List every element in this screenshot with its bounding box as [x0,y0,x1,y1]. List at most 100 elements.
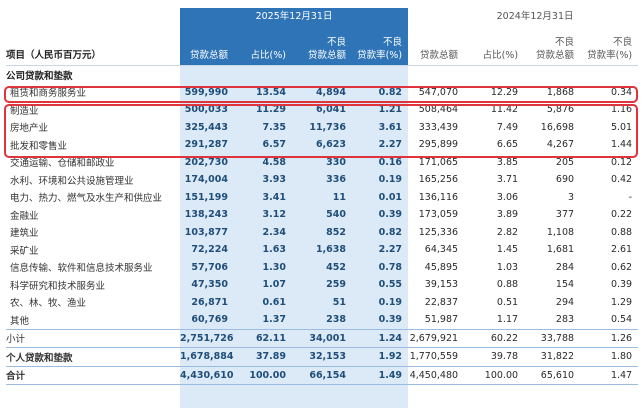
row-label: 租赁和商务服务业 [10,88,87,100]
row-label: 科学研究和技术服务业 [10,280,106,292]
item-column-header: 项目（人民币百万元） [6,50,102,61]
current-value-cell: 47,350 [191,279,228,291]
current-value-cell: 11 [332,191,346,203]
current-value-cell: 151,199 [184,191,228,203]
current-value-cell: 330 [326,156,346,168]
section-label-corporate: 公司贷款和垫款 [6,65,639,84]
row-label: 交通运输、仓储和邮政业 [10,158,115,170]
previous-value-cell: 45,895 [424,261,459,273]
current-value-cell: 0.61 [262,296,286,308]
current-value-cell: 34,001 [292,328,352,348]
current-value-cell: 1.37 [262,314,286,326]
col-header-total: 贷款总额 [189,50,228,61]
previous-value-cell: 165,256 [418,174,459,186]
current-value-cell: 2.27 [378,244,403,256]
current-value-cell: 11,736 [309,121,346,133]
previous-value-cell: 7.49 [496,121,519,133]
subtotal-row: 小计 2,751,726 62.11 34,001 1.24 2,679,921 60.22… [6,328,639,348]
previous-value-cell: 0.54 [610,314,633,326]
previous-value-cell: 5.01 [610,121,633,133]
previous-value-cell: 1.16 [610,104,633,116]
current-value-cell: 291,287 [184,139,228,151]
previous-value-cell: 1.44 [610,139,633,151]
current-value-cell: 325,443 [184,121,228,133]
previous-value-cell: 283 [555,314,575,326]
current-value-cell: 540 [326,209,346,221]
previous-value-cell: 60.22 [464,328,525,348]
previous-value-cell: 6.65 [496,139,519,151]
previous-value-cell: 5,876 [546,104,575,116]
current-value-cell: 0.55 [378,279,403,291]
previous-value-cell: 0.39 [610,279,633,291]
current-value-cell: 0.19 [378,174,403,186]
table-row: 交通运输、仓储和邮政业 202,730 4.58 330 0.16 171,065 3.85… [6,154,638,172]
previous-value-cell: - [628,191,633,203]
row-label: 金融业 [10,210,39,222]
previous-value-cell: 33,788 [524,328,581,348]
table-row: 批发和零售业 291,287 6.57 6,623 2.27 295,899 6.65 4,2… [6,136,638,154]
row-label: 批发和零售业 [10,140,68,152]
current-value-cell: 11.29 [255,104,286,116]
table-row: 科学研究和技术服务业 47,350 1.07 259 0.55 39,153 0.88 154… [6,276,638,294]
previous-value-cell: 0.51 [496,296,519,308]
previous-value-cell: 65,610 [524,365,581,385]
current-value-cell: 57,706 [191,261,228,273]
previous-value-cell: 11.42 [490,104,519,116]
current-value-cell: 32,153 [292,347,352,366]
previous-value-cell: 0.34 [610,86,633,98]
previous-value-cell: 3.71 [496,174,519,186]
previous-value-cell: 125,336 [418,226,459,238]
previous-value-cell: 1,681 [546,244,575,256]
previous-value-cell: 2.61 [610,244,633,256]
row-label: 农、林、牧、渔业 [10,298,87,310]
table-row: 信息传输、软件和信息技术服务业 57,706 1.30 452 0.78 45,895 1.… [6,259,638,277]
previous-value-cell: 1.17 [496,314,519,326]
current-value-cell: 500,033 [184,104,228,116]
prev-col-header-share: 占比(%) [482,50,519,61]
row-label: 水利、环境和公共设施管理业 [10,175,134,187]
previous-value-cell: 12.29 [490,86,519,98]
current-value-cell: 1,638 [315,244,346,256]
current-value-cell: 1.21 [378,104,403,116]
previous-value-cell: 377 [555,209,575,221]
row-label: 信息传输、软件和信息技术服务业 [10,263,153,275]
table-row: 其他 60,769 1.37 238 0.39 51,987 1.17 283 0.54 [6,311,638,329]
previous-value-cell: 295,899 [418,139,459,151]
previous-value-cell: 0.88 [496,279,519,291]
previous-value-cell: 0.62 [610,261,633,273]
current-value-cell: 259 [326,279,346,291]
current-value-cell: 6.57 [262,139,286,151]
previous-value-cell: 1.29 [610,296,633,308]
current-value-cell: 238 [326,314,346,326]
current-value-cell: 138,243 [184,209,228,221]
grand-total-row: 合计 4,430,610 100.00 66,154 1.49 4,450,480 100.… [6,365,639,385]
loan-table: 2025年12月31日 2024年12月31日 项目（人民币百万元） 贷款总额 … [6,8,639,385]
personal-loans-row: 个人贷款和垫款 1,678,884 37.89 32,153 1.92 1,770,559… [6,347,639,366]
previous-value-cell: 1.03 [496,261,519,273]
table-row: 金融业 138,243 3.12 540 0.39 173,059 3.89 377 0.22 [6,206,638,224]
current-value-cell: 0.16 [378,156,403,168]
row-label: 电力、热力、燃气及水生产和供应业 [10,193,163,205]
previous-value-cell: 294 [555,296,575,308]
table-row: 租赁和商务服务业 599,990 13.54 4,894 0.82 547,070 12.2… [6,84,638,102]
current-value-cell: 0.39 [378,209,403,221]
current-value-cell: 0.01 [378,191,403,203]
previous-value-cell: 2,679,921 [408,328,465,348]
table-row: 采矿业 72,224 1.63 1,638 2.27 64,345 1.45 1,681 2.6… [6,241,638,259]
current-value-cell: 62.11 [234,328,292,348]
current-value-cell: 2.34 [262,226,286,238]
current-value-cell: 0.39 [378,314,403,326]
previous-value-cell: 4,267 [546,139,575,151]
current-value-cell: 3.93 [262,174,286,186]
previous-value-cell: 0.22 [610,209,633,221]
prev-col-header-total: 贷款总额 [420,50,459,61]
current-value-cell: 7.35 [262,121,286,133]
current-value-cell: 100.00 [234,365,292,385]
table-row: 电力、热力、燃气及水生产和供应业 151,199 3.41 11 0.01 136,116… [6,189,638,207]
previous-value-cell: 64,345 [424,244,459,256]
previous-value-cell: 1.26 [580,328,639,348]
previous-value-cell: 51,987 [424,314,459,326]
current-value-cell: 3.61 [378,121,403,133]
current-period-header-block [180,8,408,65]
